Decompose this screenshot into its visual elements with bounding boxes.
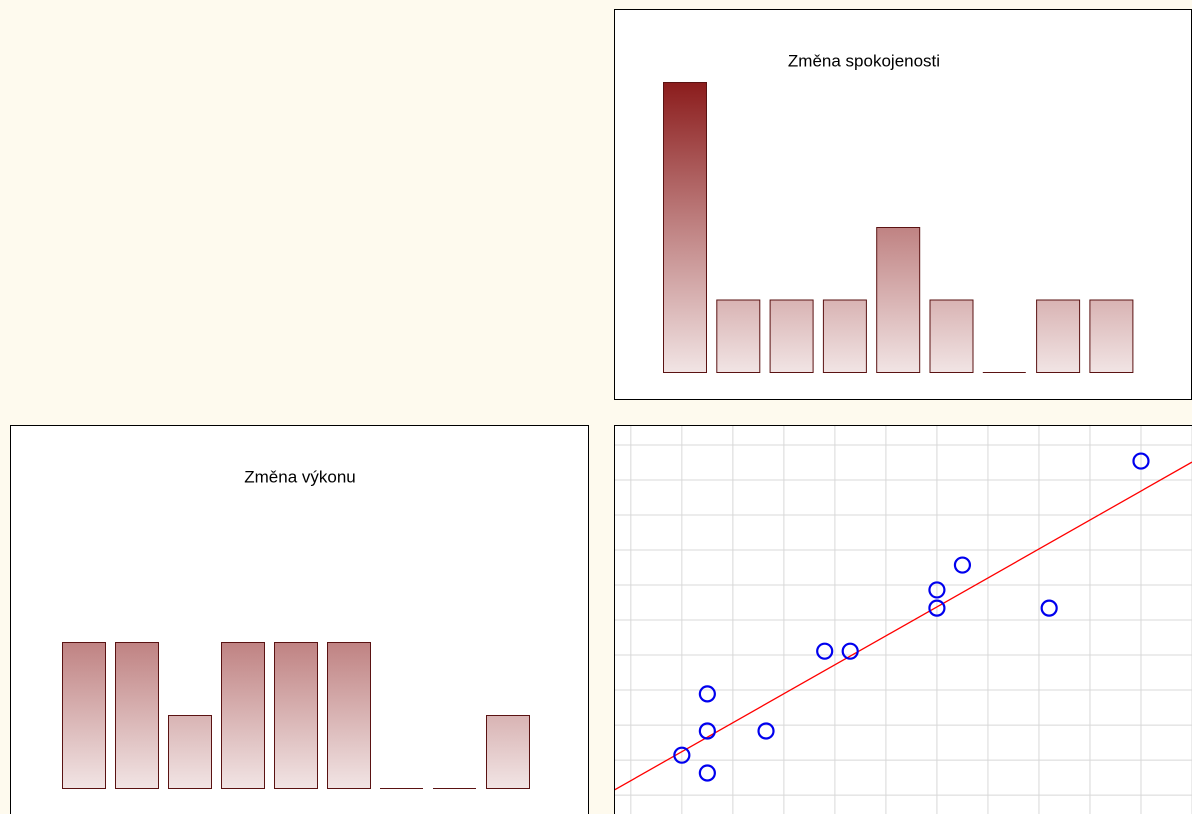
bar: [1089, 299, 1134, 373]
bar: [716, 299, 761, 373]
bar: [327, 642, 371, 789]
point: [841, 642, 859, 660]
point: [928, 599, 946, 617]
point: [698, 722, 716, 740]
point: [953, 556, 972, 574]
bar: [663, 82, 707, 373]
point: [1132, 452, 1150, 470]
trend-line: [615, 461, 1192, 791]
point: [673, 746, 691, 764]
point: [816, 642, 834, 660]
point: [1040, 599, 1058, 617]
bar: [274, 642, 318, 789]
bar: [486, 715, 530, 789]
bar: [221, 642, 265, 789]
plot-area: [615, 426, 1192, 814]
point: [757, 722, 775, 740]
chart-title: Změna výkonu: [244, 467, 356, 486]
bar: [168, 715, 212, 789]
point: [698, 764, 716, 782]
bar: [769, 299, 814, 373]
bar: [62, 642, 106, 789]
chart-title: Změna spokojenosti: [788, 51, 940, 70]
bar: [876, 227, 921, 373]
point: [698, 685, 716, 703]
point: [928, 581, 946, 599]
bar: [1036, 299, 1081, 373]
bar: [929, 299, 974, 373]
bar: [822, 299, 867, 373]
bar: [115, 642, 159, 789]
